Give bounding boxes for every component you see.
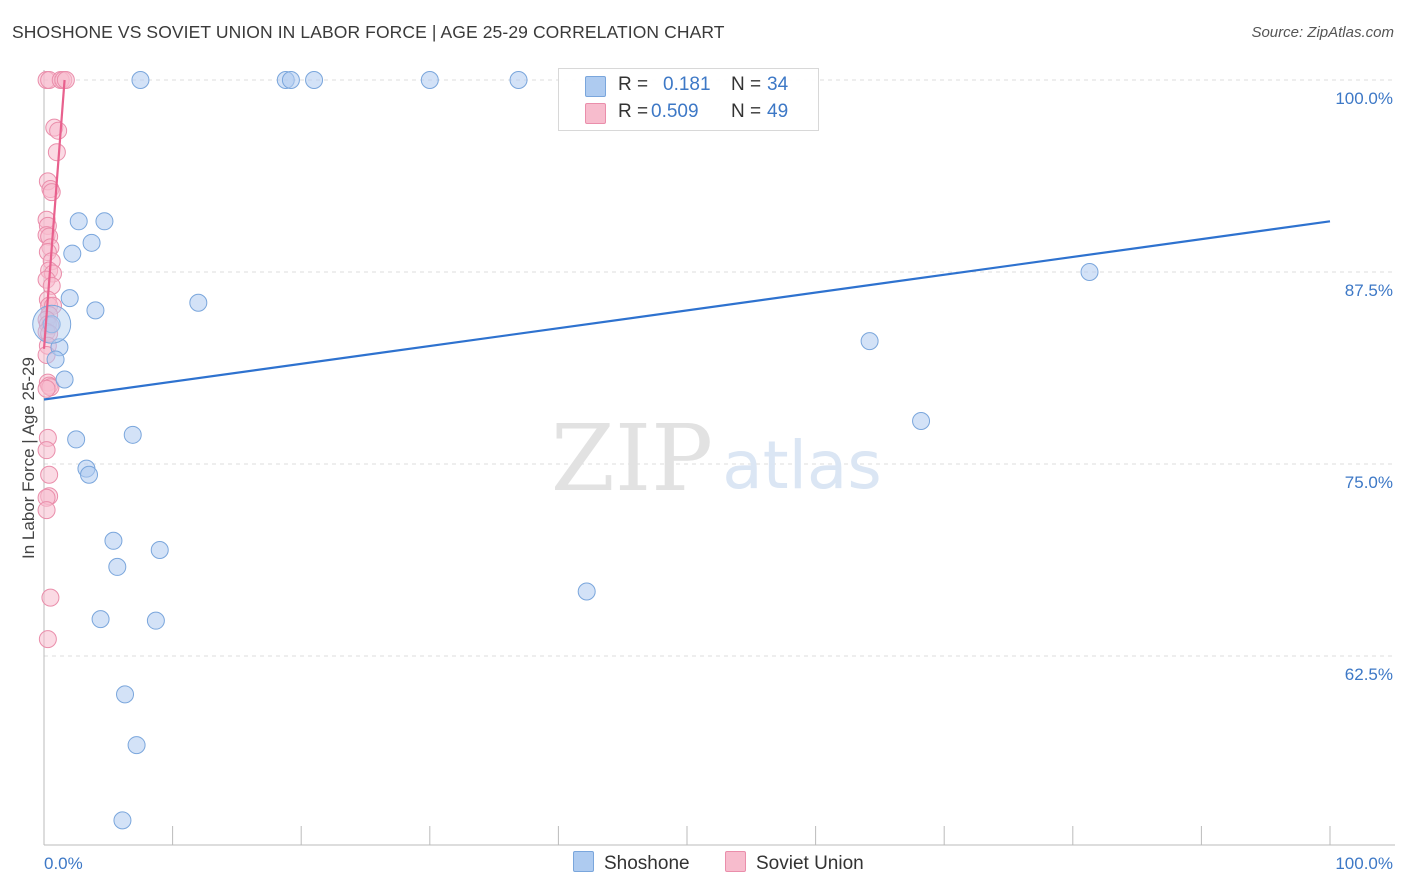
shoshone-point [146,611,165,630]
soviet-union-point [37,379,56,398]
shoshone-point [281,71,300,89]
shoshone-point [80,465,99,484]
bottom-legend-label: Shoshone [604,853,690,874]
shoshone-point [420,71,439,89]
shoshone-point [1080,263,1099,281]
shoshone-point [116,685,135,704]
shoshone-point [305,71,324,89]
shoshone-point [42,315,61,334]
data-points [32,71,1099,830]
shoshone-point [912,411,931,430]
shoshone-point [67,430,86,449]
shoshone-point [113,811,132,830]
soviet-union-trend-line [42,79,66,349]
shoshone-point [63,244,82,263]
watermark-zip: ZIP [551,405,713,512]
legend-n-value: 34 [767,74,789,95]
shoshone-point [95,212,114,231]
shoshone-trend-line [43,220,1331,401]
legend-r-value: 0.509 [651,101,699,122]
legend-r-value: 0.181 [663,74,711,95]
bottom-legend-soviet-union: Soviet Union [725,851,864,875]
bottom-legend-swatch-shoshone [573,851,594,872]
bottom-legend-label: Soviet Union [756,853,864,874]
legend-swatch-soviet-union [585,103,606,124]
chart-title: SHOSHONE VS SOVIET UNION IN LABOR FORCE … [12,22,725,42]
soviet-union-point [56,71,75,89]
x-tick-label: 100.0% [1335,854,1393,873]
shoshone-point [55,370,74,389]
tick-labels: 100.0% 87.5% 75.0% 62.5% 0.0% 100.0% [44,89,1393,873]
legend-n-label: N = [731,74,762,95]
trend-lines [42,79,1331,401]
shoshone-point [123,425,142,444]
shoshone-point [108,557,127,576]
bottom-legend-swatch-soviet-union [725,851,746,872]
shoshone-point [860,332,879,351]
shoshone-point [91,610,110,629]
shoshone-point [60,289,79,308]
shoshone-point [189,293,208,312]
legend-swatch-shoshone [585,76,606,97]
soviet-union-point [37,441,56,460]
soviet-union-point [49,121,68,140]
shoshone-point [104,531,123,550]
stats-legend: R = 0.181 N = 34 R = 0.509 N = 49 [558,68,819,131]
axes [43,70,1395,846]
y-tick-label: 75.0% [1345,473,1393,492]
bottom-legend-shoshone: Shoshone [573,851,690,875]
legend-r-label: R = [618,74,649,95]
soviet-union-point [42,183,61,202]
legend-r-label: R = [618,101,649,122]
soviet-union-point [47,143,66,162]
watermark-atlas: atlas [722,427,882,504]
shoshone-point [577,582,596,601]
soviet-union-point [40,465,59,484]
y-tick-label: 87.5% [1345,281,1393,300]
shoshone-point [86,301,105,320]
legend-n-label: N = [731,101,762,122]
soviet-union-point [41,588,60,607]
shoshone-point [150,541,169,560]
y-tick-label: 100.0% [1335,89,1393,108]
shoshone-point-cluster [32,304,72,344]
y-axis-label: In Labor Force | Age 25-29 [19,357,38,559]
gridlines [44,79,1395,657]
soviet-union-point [37,501,56,520]
shoshone-point [127,736,146,755]
legend-n-value: 49 [767,101,789,122]
shoshone-point [82,233,101,252]
shoshone-point [46,350,65,369]
source-credit: Source: ZipAtlas.com [1251,24,1394,41]
watermark: ZIP atlas [551,405,882,512]
shoshone-point [69,212,88,231]
x-tick-label: 0.0% [44,854,83,873]
y-tick-label: 62.5% [1345,665,1393,684]
shoshone-point [131,71,150,89]
soviet-union-point [38,630,57,649]
shoshone-point [509,71,528,89]
